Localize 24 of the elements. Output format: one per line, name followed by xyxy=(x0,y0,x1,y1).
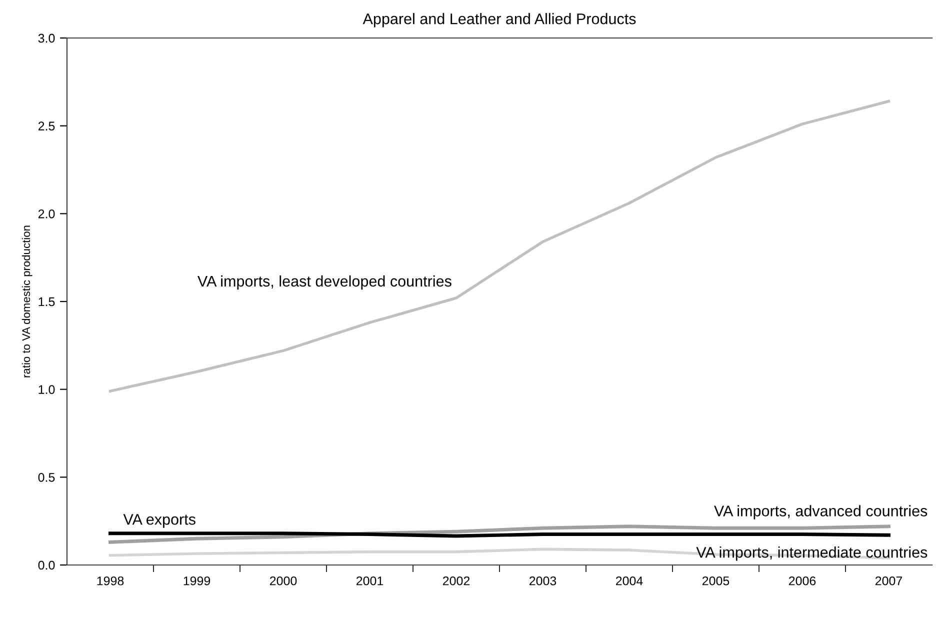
x-tick-label: 2005 xyxy=(702,576,730,586)
y-tick-label: 3.0 xyxy=(38,34,55,43)
line-series xyxy=(108,100,890,392)
y-tick-label: 2.0 xyxy=(38,209,55,218)
y-tick-label: 1.0 xyxy=(38,385,55,394)
series-label: VA imports, least developed countries xyxy=(198,275,452,290)
x-tick-label: 2001 xyxy=(356,576,384,586)
chart-title: Apparel and Leather and Allied Products xyxy=(362,13,636,28)
x-tick-label: 2000 xyxy=(270,576,297,586)
y-tick-label: 2.5 xyxy=(38,122,55,130)
y-tick-label: 0.5 xyxy=(38,472,55,482)
series-label: VA imports, advanced countries xyxy=(714,505,928,520)
y-tick-label: 1.5 xyxy=(38,297,55,306)
x-tick-label: 2004 xyxy=(616,576,643,586)
x-tick-label: 1998 xyxy=(97,576,124,586)
series-label: VA exports xyxy=(123,514,196,528)
series-label: VA imports, intermediate countries xyxy=(696,546,928,561)
x-tick-label: 2002 xyxy=(442,576,470,586)
x-tick-label: 2007 xyxy=(875,576,902,586)
x-tick-label: 2006 xyxy=(788,576,816,586)
y-axis-title: ratio to VA domestic production xyxy=(22,226,32,378)
x-tick-label: 1999 xyxy=(184,576,210,586)
y-tick-label: 0.0 xyxy=(38,560,55,570)
x-tick-label: 2003 xyxy=(529,576,556,586)
